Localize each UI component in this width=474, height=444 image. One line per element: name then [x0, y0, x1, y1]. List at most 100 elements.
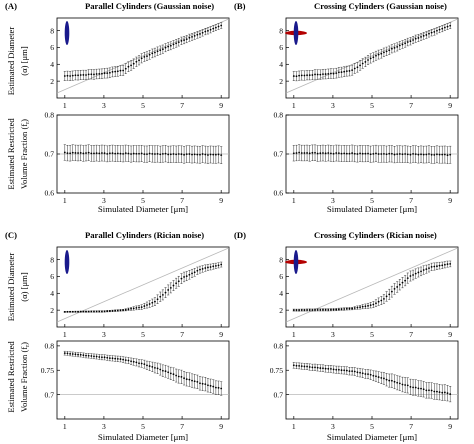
data-point	[303, 363, 306, 370]
data-point	[129, 357, 133, 365]
data-point	[124, 63, 127, 74]
data-point	[409, 37, 412, 46]
data-point	[164, 287, 167, 298]
data-point	[372, 145, 375, 163]
mean-marker	[436, 29, 438, 32]
mean-marker	[332, 368, 335, 371]
data-point	[201, 145, 204, 163]
data-point	[409, 378, 412, 395]
data-point	[151, 361, 154, 372]
data-point	[335, 308, 338, 311]
data-point	[63, 310, 66, 313]
y-tick-label: 4	[279, 289, 283, 298]
x-tick-label: 7	[180, 422, 184, 431]
data-point	[190, 269, 194, 278]
data-point	[316, 364, 319, 372]
mean-marker	[438, 264, 441, 267]
mean-marker	[122, 358, 125, 361]
data-point	[148, 50, 151, 60]
data-point	[292, 145, 295, 162]
y-tick-label: 4	[50, 289, 54, 298]
mean-marker	[69, 152, 72, 155]
data-point	[369, 145, 372, 163]
data-point	[164, 145, 167, 163]
mean-marker	[398, 44, 401, 47]
data-point	[398, 145, 401, 163]
mean-marker	[217, 153, 220, 156]
mean-marker	[436, 265, 438, 268]
identity-line	[285, 247, 459, 323]
panel-B-frac: 1 3 5 7 9 0.6 0.7 0.8	[274, 111, 459, 205]
x-tick-label: 9	[448, 196, 452, 205]
data-point	[122, 356, 125, 363]
ylabel-diameter-bottom: Estimated Diameter	[6, 253, 16, 322]
mean-marker	[116, 309, 119, 312]
y-tick-label: 0.75	[270, 366, 283, 375]
mean-marker	[335, 308, 338, 311]
data-point	[182, 271, 186, 283]
mean-marker	[375, 54, 377, 57]
mean-marker	[330, 367, 332, 370]
xlabel-top-right: Simulated Diameter [μm]	[327, 204, 417, 214]
mean-marker	[124, 359, 127, 362]
data-point	[129, 60, 133, 71]
data-point	[220, 381, 223, 396]
mean-marker	[303, 309, 306, 311]
mean-marker	[356, 306, 359, 309]
mean-marker	[393, 287, 396, 290]
mean-marker	[404, 384, 407, 386]
mean-marker	[175, 282, 178, 285]
data-point	[404, 39, 407, 48]
mean-marker	[348, 152, 351, 155]
x-tick-label: 3	[331, 422, 335, 431]
data-point	[167, 365, 170, 379]
data-point	[103, 68, 106, 79]
mean-marker	[191, 379, 193, 382]
mean-marker	[308, 74, 311, 77]
mean-marker	[306, 152, 308, 154]
mean-marker	[388, 49, 391, 52]
data-point	[348, 65, 351, 77]
panel-title: Crossing Cylinders (Gaussian noise)	[314, 1, 447, 11]
data-point	[159, 291, 162, 302]
mean-marker	[185, 378, 188, 381]
mean-marker	[188, 153, 191, 155]
mean-marker	[380, 377, 383, 379]
mean-marker	[300, 365, 303, 368]
data-point	[406, 377, 409, 394]
x-tick-label: 1	[292, 196, 296, 205]
data-point	[435, 262, 439, 270]
data-point	[300, 308, 303, 312]
mean-marker	[132, 152, 135, 155]
mean-marker	[188, 378, 191, 381]
x-tick-label: 5	[370, 196, 374, 205]
mean-marker	[438, 153, 441, 156]
mean-marker	[319, 73, 322, 76]
mean-marker	[101, 356, 103, 359]
mean-marker	[159, 49, 162, 52]
mean-marker	[292, 309, 295, 311]
mean-marker	[71, 74, 74, 77]
data-point	[151, 48, 154, 59]
mean-marker	[119, 69, 122, 72]
data-point	[377, 49, 380, 60]
data-point	[71, 310, 74, 313]
mean-marker	[212, 385, 215, 388]
data-point	[100, 310, 104, 313]
mean-marker	[103, 152, 106, 155]
data-point	[327, 68, 330, 79]
data-point	[348, 367, 351, 376]
data-point	[177, 38, 180, 47]
mean-marker	[316, 152, 319, 155]
mean-marker	[409, 153, 412, 156]
mean-marker	[116, 357, 119, 360]
mean-marker	[185, 153, 188, 156]
data-point	[159, 45, 162, 55]
mean-marker	[175, 42, 178, 45]
data-point	[311, 363, 314, 371]
mean-marker	[204, 153, 207, 156]
mean-marker	[183, 153, 185, 156]
data-point	[84, 144, 88, 162]
data-point	[300, 70, 303, 81]
mean-marker	[306, 309, 308, 311]
